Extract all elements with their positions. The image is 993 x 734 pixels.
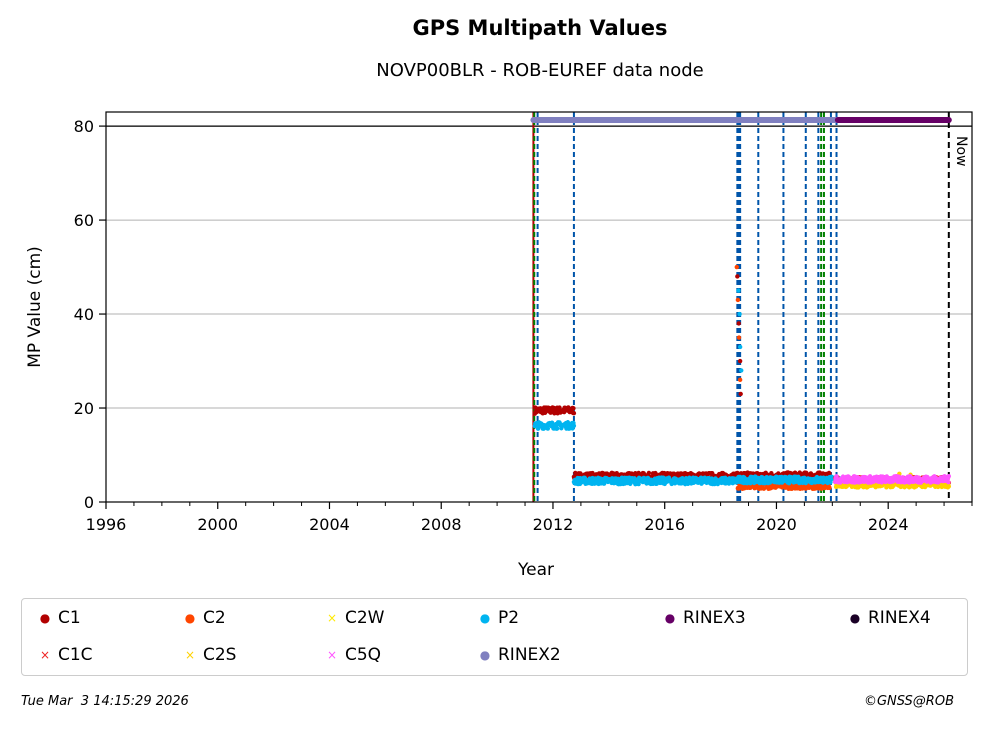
chart-subtitle: NOVP00BLR - ROB-EUREF data node <box>376 60 704 81</box>
legend-marker-icon: ● <box>664 611 676 625</box>
data-point <box>834 474 839 479</box>
legend-marker-icon: × <box>39 648 51 662</box>
legend-label: RINEX2 <box>498 645 561 665</box>
legend-label: C1C <box>58 645 93 665</box>
x-tick-label: 2008 <box>421 515 462 534</box>
data-point <box>646 470 652 476</box>
data-point <box>737 311 742 317</box>
data-point <box>636 481 641 487</box>
legend-label: RINEX3 <box>683 608 746 628</box>
data-point <box>736 288 741 293</box>
series-p2 <box>532 288 843 487</box>
data-point <box>735 297 741 303</box>
legend-item-rinex4: ● RINEX4 <box>842 607 931 629</box>
x-tick-label: 2016 <box>644 515 685 534</box>
legend-label: P2 <box>498 608 520 628</box>
legend-item-rinex2: ● RINEX2 <box>472 644 561 666</box>
now-label: Now <box>953 136 969 167</box>
data-point <box>571 410 577 416</box>
legend-label: C5Q <box>345 645 382 665</box>
legend-label: RINEX4 <box>868 608 931 628</box>
data-point <box>827 485 832 491</box>
legend-label: C2S <box>203 645 237 665</box>
data-point <box>737 344 743 350</box>
data-point <box>789 486 795 491</box>
data-point <box>946 480 951 485</box>
data-point <box>935 484 941 490</box>
data-point <box>571 423 577 428</box>
legend-label: C1 <box>58 608 81 628</box>
x-axis-label: Year <box>517 560 554 580</box>
legend-item-c1c: × C1C <box>32 644 93 666</box>
data-point <box>734 264 739 270</box>
legend-item-rinex3: ● RINEX3 <box>657 607 746 629</box>
legend-item-p2: ● P2 <box>472 607 519 629</box>
data-point <box>545 426 551 431</box>
data-point <box>738 391 743 397</box>
legend-marker-icon: ● <box>184 611 196 625</box>
data-point <box>946 484 952 489</box>
generation-timestamp: Tue Mar 3 14:15:29 2026 <box>21 694 189 709</box>
data-point <box>629 471 634 476</box>
legend-label: C2W <box>345 608 385 628</box>
y-tick-label: 60 <box>74 211 94 230</box>
series-c1 <box>532 274 832 482</box>
legend-marker-icon: × <box>184 648 196 662</box>
multipath-chart: Now 1996 2000 2004 2008 2012 2016 2020 2024 0 20 40… <box>25 111 973 580</box>
data-point <box>736 335 742 340</box>
legend-marker-icon: ● <box>39 611 51 625</box>
legend-item-c2s: × C2S <box>177 644 237 666</box>
x-tick-label: 2012 <box>533 515 574 534</box>
legend-item-c1: ● C1 <box>32 607 81 629</box>
x-tick-label: 2000 <box>197 515 238 534</box>
data-point <box>549 420 555 425</box>
chart-title: GPS Multipath Values <box>412 16 668 40</box>
data-point <box>828 480 833 485</box>
legend-label: C2 <box>203 608 226 628</box>
x-tick-label: 1996 <box>86 515 127 534</box>
y-tick-label: 0 <box>84 493 94 512</box>
x-tick-label: 2024 <box>868 515 909 534</box>
y-tick-label: 20 <box>74 399 94 418</box>
credit-label: ©GNSS@ROB <box>863 694 954 709</box>
y-tick-label: 40 <box>74 305 94 324</box>
data-point <box>737 377 743 383</box>
legend-item-c2: ● C2 <box>177 607 226 629</box>
data-point <box>571 406 576 411</box>
x-tick-label: 2020 <box>756 515 797 534</box>
series-c5q <box>832 473 952 485</box>
data-point <box>554 426 560 431</box>
legend-marker-icon: × <box>326 648 338 662</box>
y-axis-label: MP Value (cm) <box>25 246 45 368</box>
data-point <box>739 368 744 373</box>
data-point <box>946 473 952 479</box>
y-tick-label: 80 <box>74 117 94 136</box>
data-point <box>761 486 767 491</box>
plot-frame <box>105 111 973 503</box>
data-point <box>735 274 740 279</box>
legend-marker-icon: ● <box>479 611 491 625</box>
legend-item-c5q: × C5Q <box>319 644 381 666</box>
legend-marker-icon: × <box>326 611 338 625</box>
data-point <box>737 358 743 364</box>
x-tick-label: 2004 <box>309 515 350 534</box>
data-point <box>736 321 741 326</box>
chart-legend: ● C1 ● C2 × C2W ● P2 ● RINEX3 ● RINEX4 × C1C × C2S × C5Q ●… <box>21 598 968 676</box>
legend-item-c2w: × C2W <box>319 607 385 629</box>
legend-marker-icon: ● <box>849 611 861 625</box>
legend-marker-icon: ● <box>479 648 491 662</box>
